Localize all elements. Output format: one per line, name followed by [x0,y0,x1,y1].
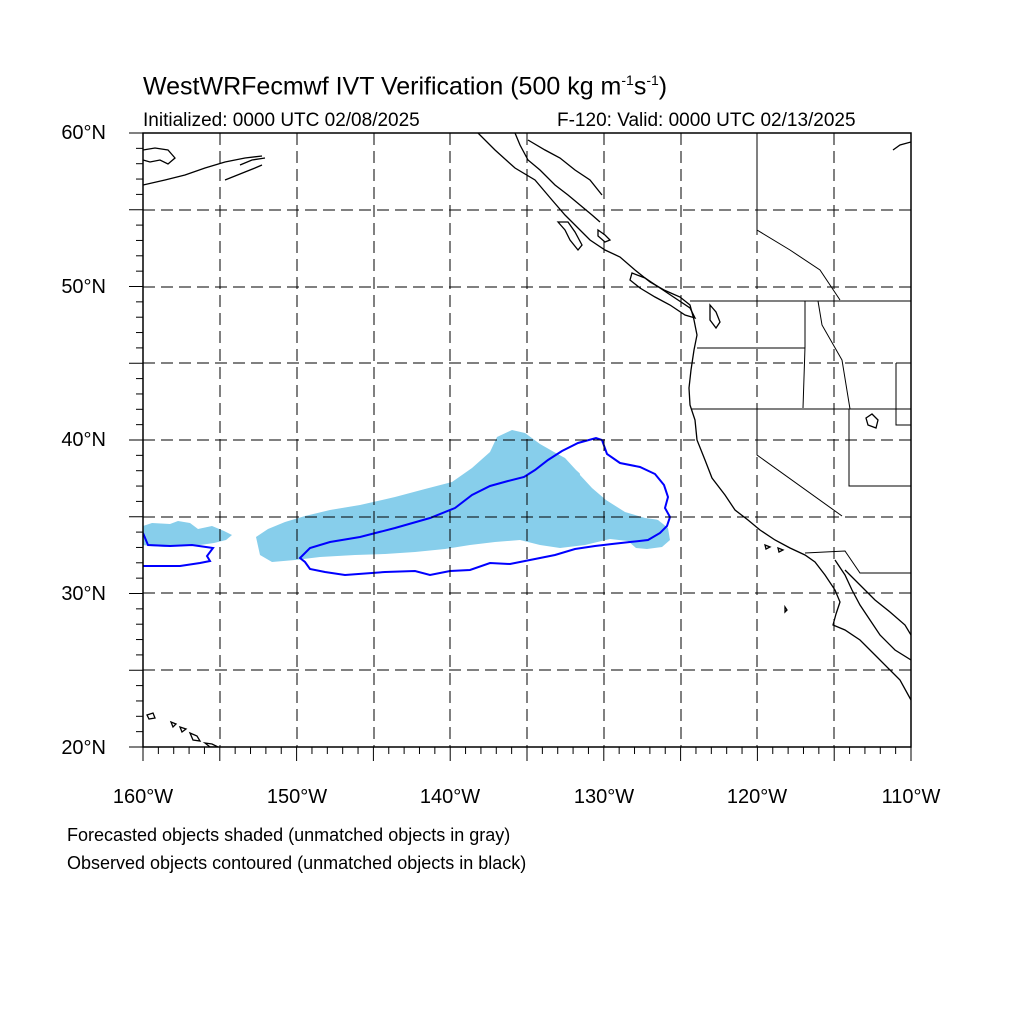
forecast-note: Forecasted objects shaded (unmatched obj… [67,825,511,845]
observed-contours [143,436,672,577]
lon-label-140w: 140°W [419,786,481,808]
lon-label-120w: 120°W [726,786,788,808]
lat-label-50n: 50°N [61,276,106,298]
lon-label-130w: 130°W [573,786,635,808]
lat-label-20n: 20°N [61,737,106,759]
axis-ticks [129,132,912,761]
forecast-objects [143,430,670,562]
gridlines [143,133,911,747]
lon-label-150w: 150°W [266,786,328,808]
political-boundaries [690,133,911,574]
valid-time: F-120: Valid: 0000 UTC 02/13/2025 [557,110,856,131]
observed-note: Observed objects contoured (unmatched ob… [67,853,527,873]
forecast-object-main [256,430,670,562]
lon-label-160w: 160°W [112,786,174,808]
forecast-object-west [143,521,232,547]
lat-label-40n: 40°N [61,429,106,451]
lon-label-110w: 110°W [881,786,941,808]
observed-contour-main [298,436,672,577]
chart-title: WestWRFecmwf IVT Verification (500 kg m-… [143,72,668,101]
lat-label-60n: 60°N [61,122,106,144]
initialized-time: Initialized: 0000 UTC 02/08/2025 [143,110,420,131]
lat-label-30n: 30°N [61,583,106,605]
observed-contour-west [143,532,215,567]
